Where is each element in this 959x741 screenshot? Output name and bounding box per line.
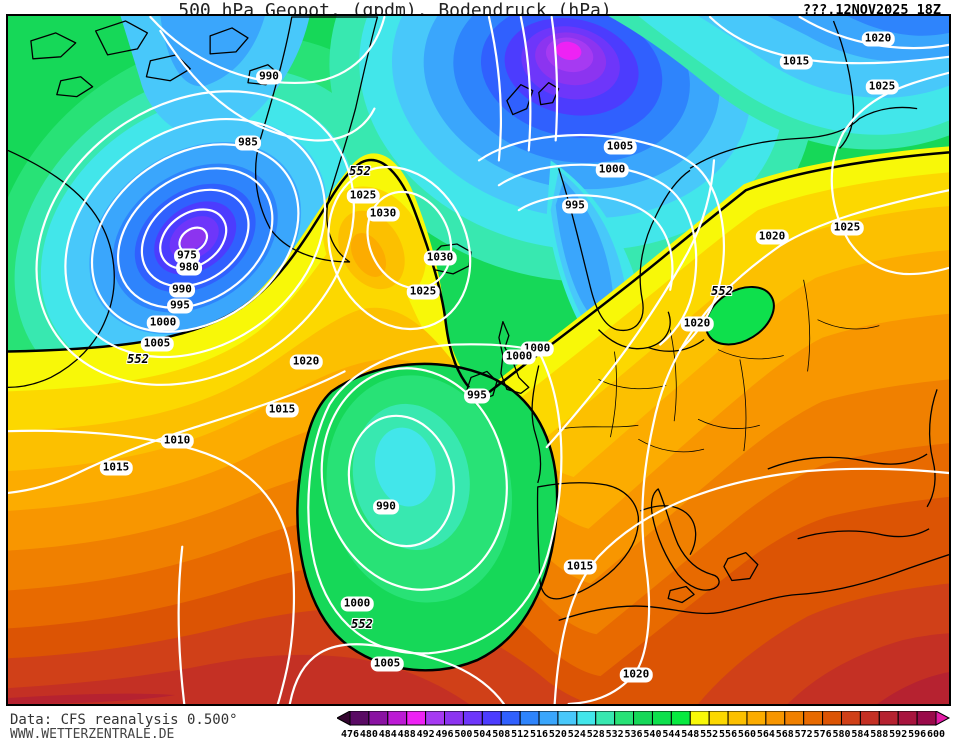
colorbar-svg: 476 480 484 488 492 496 500 504 508 512 516 520 524 5…	[335, 710, 951, 740]
colorbar-cell	[425, 710, 446, 726]
website-text: WWW.WETTERZENTRALE.DE	[10, 727, 175, 741]
colorbar-tick-label: 592	[889, 729, 907, 740]
colorbar-tick-label: 552	[700, 729, 718, 740]
colorbar-tick-label: 528	[587, 729, 605, 740]
colorbar-tick-label: 600	[927, 729, 945, 740]
colorbar-tick-label: 508	[492, 729, 510, 740]
colorbar-cell	[406, 710, 427, 726]
colorbar-cell	[595, 710, 616, 726]
colorbar-tick-label: 524	[568, 729, 586, 740]
colorbar-tick-label: 548	[681, 729, 699, 740]
colorbar-cell	[633, 710, 653, 726]
colorbar-cell	[614, 710, 635, 726]
colorbar: 476 480 484 488 492 496 500 504 508 512 516 520 524 5…	[335, 710, 959, 741]
colorbar-cell	[387, 710, 408, 726]
colorbar-cell	[538, 710, 559, 726]
colorbar-cell	[557, 710, 578, 726]
colorbar-cell	[444, 710, 464, 726]
weather-map	[8, 16, 949, 704]
colorbar-cell	[576, 710, 597, 726]
geopotential-field	[8, 16, 949, 704]
colorbar-cell	[822, 710, 842, 726]
data-source-text: Data: CFS reanalysis 0.500°	[10, 712, 238, 728]
colorbar-cell	[349, 710, 370, 726]
colorbar-cell	[916, 710, 937, 726]
colorbar-cell	[481, 710, 502, 726]
colorbar-tick-label: 564	[757, 729, 775, 740]
colorbar-tick-label: 576	[814, 729, 832, 740]
colorbar-cell	[897, 710, 918, 726]
colorbar-cell	[878, 710, 899, 726]
colorbar-tick-label: 536	[625, 729, 643, 740]
colorbar-tick-label: 560	[738, 729, 756, 740]
colorbar-tick-label: 584	[851, 729, 869, 740]
colorbar-tick-label: 484	[379, 729, 397, 740]
colorbar-cell	[803, 710, 824, 726]
colorbar-cell	[859, 710, 880, 726]
colorbar-tick-label: 504	[473, 729, 491, 740]
map-frame	[6, 14, 951, 706]
colorbar-tick-label: 588	[870, 729, 888, 740]
colorbar-cell	[368, 710, 389, 726]
colorbar-cell	[651, 710, 672, 726]
colorbar-tick-label: 488	[398, 729, 416, 740]
colorbar-tick-label: 556	[719, 729, 737, 740]
colorbar-cell	[708, 710, 729, 726]
colorbar-tick-label: 544	[662, 729, 680, 740]
colorbar-tick-label: 480	[360, 729, 378, 740]
colorbar-tick-label: 476	[341, 729, 359, 740]
colorbar-tick-label: 532	[606, 729, 624, 740]
colorbar-cell	[689, 710, 710, 726]
colorbar-cell	[519, 710, 540, 726]
colorbar-cell	[765, 710, 786, 726]
colorbar-tick-label: 496	[435, 729, 453, 740]
colorbar-cell	[462, 710, 483, 726]
colorbar-cell	[746, 710, 767, 726]
isobars	[8, 16, 949, 704]
colorbar-cell	[500, 710, 521, 726]
colorbar-tick-label: 492	[417, 729, 435, 740]
colorbar-tick-label: 568	[776, 729, 794, 740]
colorbar-tick-label: 520	[549, 729, 567, 740]
colorbar-tick-label: 596	[908, 729, 926, 740]
colorbar-cell	[670, 710, 691, 726]
colorbar-cell	[727, 710, 748, 726]
colorbar-tick-label: 516	[530, 729, 548, 740]
colorbar-left-arrow-icon	[335, 710, 351, 726]
colorbar-right-arrow-icon	[935, 710, 951, 726]
colorbar-tick-label: 580	[832, 729, 850, 740]
colorbar-cell	[840, 710, 861, 726]
colorbar-tick-label: 572	[795, 729, 813, 740]
colorbar-tick-label: 512	[511, 729, 529, 740]
colorbar-tick-label: 540	[643, 729, 661, 740]
colorbar-tick-label: 500	[454, 729, 472, 740]
colorbar-cell	[784, 710, 805, 726]
